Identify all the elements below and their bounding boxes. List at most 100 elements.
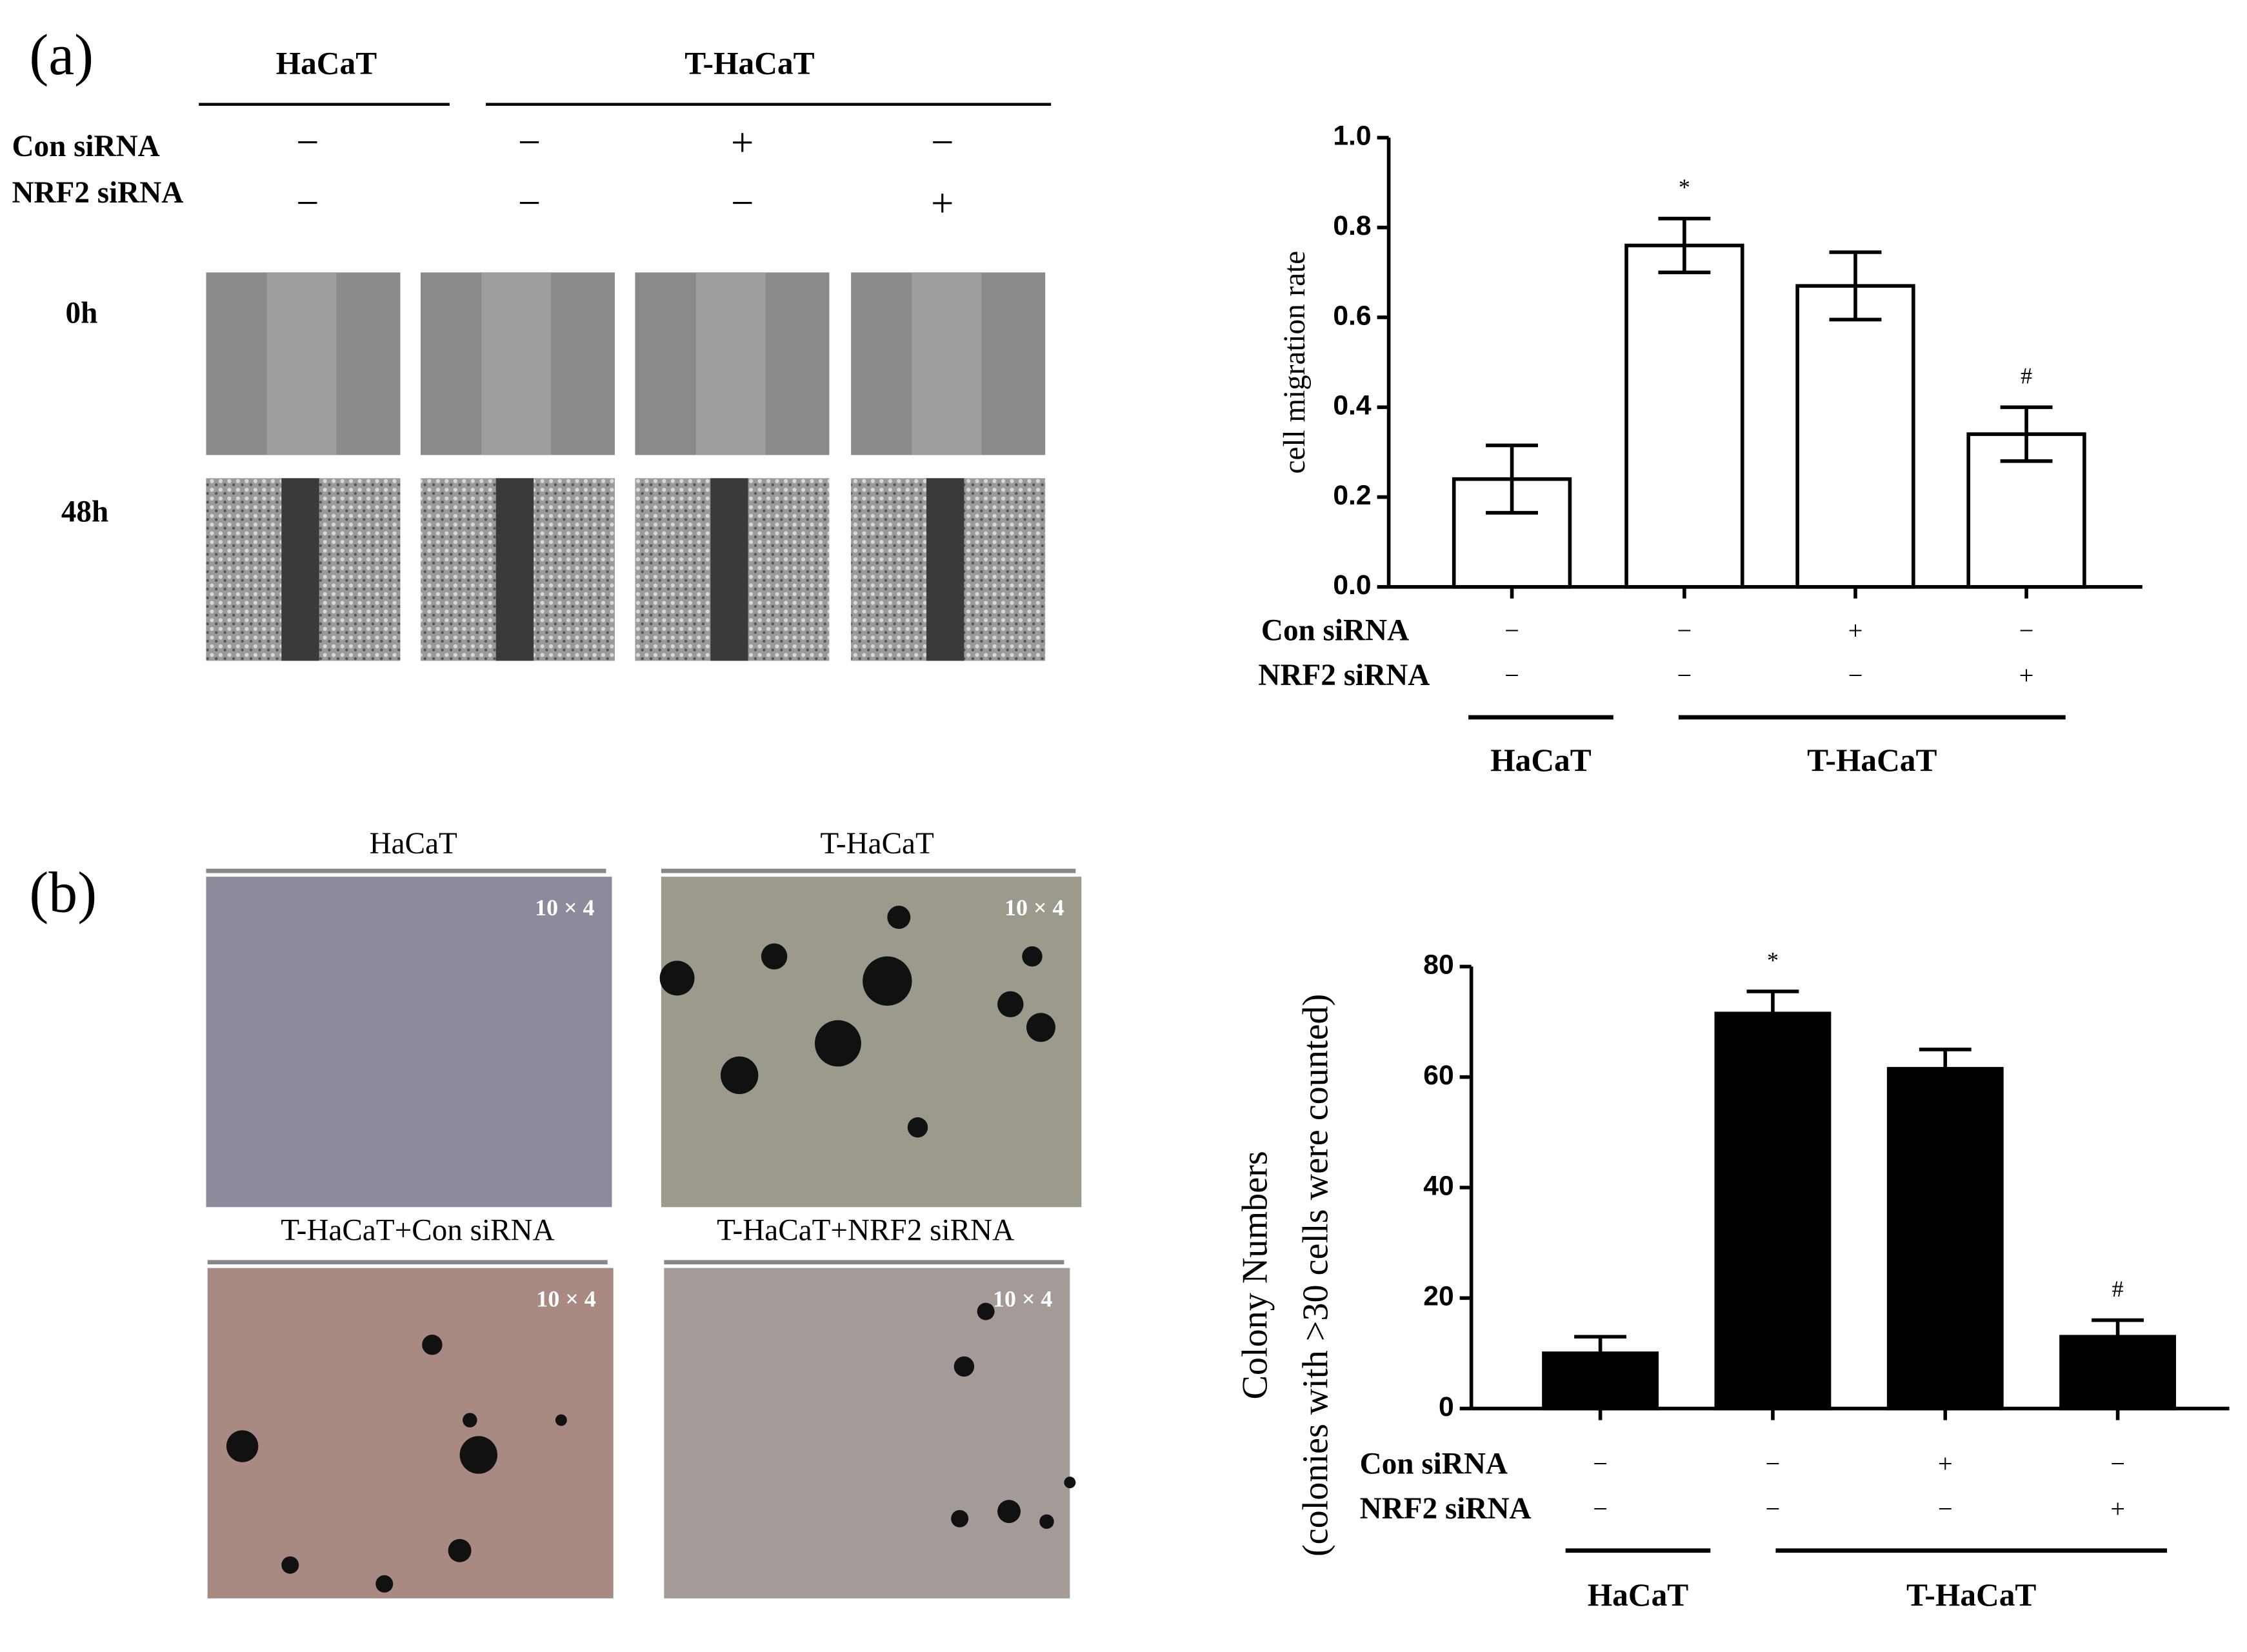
y-tick-label: 40 [1423,1170,1453,1201]
scratch-gap [495,478,534,661]
sign: + [2019,661,2034,690]
colony-image [661,877,1082,1208]
error-bar [1746,990,1799,1038]
sign: − [2019,616,2034,645]
colony [422,1335,443,1355]
error-bar [1829,250,1882,322]
colony [720,1056,759,1095]
condition-label: Con siRNA [1360,1447,1508,1480]
colony [659,960,695,996]
scratch-gap [266,272,337,455]
scratch-gap [710,478,748,661]
group-header: HaCaT [276,46,377,81]
image-title: T-HaCaT [820,827,934,861]
colony [863,956,912,1006]
condition-label: NRF2 siRNA [1360,1492,1532,1526]
y-tick-label: 20 [1423,1281,1453,1312]
sign: − [1677,661,1692,690]
colony-image [664,1268,1070,1598]
condition-label: NRF2 siRNA [1258,659,1430,692]
y-tick-label: 0.0 [1333,570,1371,601]
y-tick-label: 0.4 [1333,390,1372,421]
colony [997,1500,1021,1524]
colony [814,1020,861,1067]
group-label: HaCaT [1490,742,1592,778]
sign: + [931,181,954,226]
magnification: 10 × 4 [535,895,594,921]
sign: − [2110,1449,2125,1478]
colony [375,1575,394,1593]
colony [951,1509,969,1528]
sign: − [296,181,319,226]
significance: # [2021,363,2032,389]
colony [463,1413,477,1428]
panel-label: (b) [29,861,97,924]
sign: − [1677,616,1692,645]
condition-label: Con siRNA [12,130,159,163]
time-label: 48h [61,495,108,528]
group-label: T-HaCaT [1906,1577,2036,1613]
colony [1026,1013,1055,1042]
sign: − [518,181,541,226]
bar [1795,284,1915,589]
y-tick-label: 0.8 [1333,210,1371,241]
sign: − [1504,661,1519,690]
magnification: 10 × 4 [993,1286,1052,1312]
y-axis-label: cell migration rate [1278,251,1312,474]
sign: − [1593,1494,1608,1523]
image-title: T-HaCaT+Con siRNA [281,1214,554,1248]
magnification: 10 × 4 [536,1286,595,1312]
error-bar [2000,405,2053,463]
image-title: T-HaCaT+NRF2 siRNA [717,1214,1014,1248]
condition-label: Con siRNA [1261,614,1409,648]
colony [448,1538,472,1562]
sign: − [518,119,541,164]
colony-image [206,877,612,1208]
sign: − [1766,1494,1781,1523]
magnification: 10 × 4 [1004,895,1064,921]
significance: # [2112,1276,2124,1302]
y-axis-label: (colonies with >30 cells were counted) [1296,994,1336,1557]
colony [459,1436,498,1474]
scratch-gap [281,478,319,661]
colony-image [207,1268,614,1598]
sign: − [731,181,754,226]
colony [1039,1514,1054,1529]
panel-label: (a) [29,23,94,87]
y-tick-label: 0 [1439,1391,1454,1422]
group-label: T-HaCaT [1807,742,1937,778]
colony [226,1430,259,1462]
bar [1624,243,1744,589]
error-bar [2092,1318,2144,1355]
bar [1714,1011,1832,1411]
condition-label: NRF2 siRNA [12,176,183,210]
sign: − [1593,1449,1608,1478]
group-header: T-HaCaT [684,46,814,81]
scratch-gap [912,272,982,455]
y-tick-label: 80 [1423,950,1453,980]
sign: + [731,119,754,164]
colony [997,991,1024,1018]
y-axis-label: Colony Numbers [1235,1151,1275,1399]
sign: − [1766,1449,1781,1478]
colony [281,1556,299,1574]
colony [1064,1477,1076,1489]
sign: − [1504,616,1519,645]
error-bar [1658,216,1711,275]
scratch-gap [481,272,552,455]
sign: + [1848,616,1863,645]
image-title: HaCaT [370,827,457,861]
colony [977,1302,995,1320]
sign: − [1848,661,1863,690]
error-bar [1919,1048,1972,1090]
y-tick-label: 0.2 [1333,480,1371,511]
colony [555,1414,567,1426]
y-tick-label: 60 [1423,1060,1453,1091]
sign: + [1938,1449,1953,1478]
colony [954,1356,975,1377]
error-bar [1574,1335,1627,1372]
colony [907,1117,928,1138]
sign: − [1938,1494,1953,1523]
